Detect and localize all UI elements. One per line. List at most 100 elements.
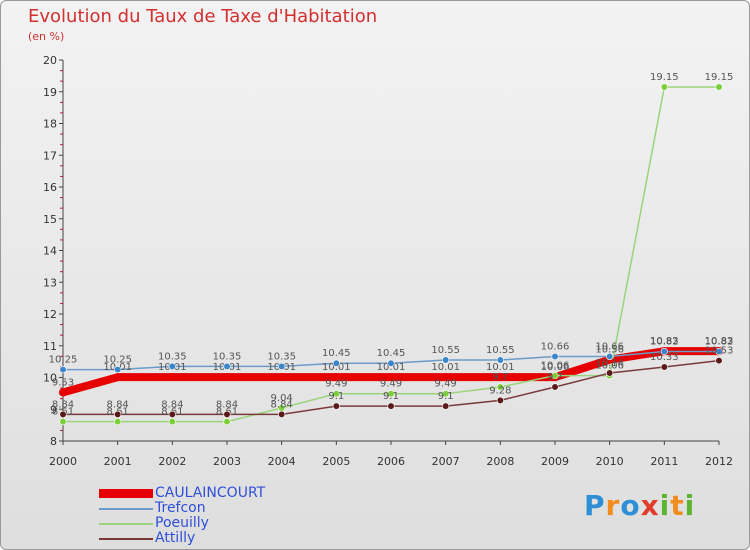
legend-item: Poeuilly [99,515,319,531]
data-point [715,357,723,365]
data-point [168,418,176,426]
data-point [332,359,340,367]
data-label: 10.25 [103,355,132,366]
x-tick-label: 2002 [158,455,186,468]
data-label: 10.45 [322,348,351,359]
x-tick-label: 2011 [650,455,678,468]
x-tick-label: 2009 [541,455,569,468]
y-axis-unit: (en %) [28,30,65,43]
data-point [278,410,286,418]
x-tick-label: 2007 [432,455,460,468]
data-label: 10.35 [213,351,242,362]
logo-letter: i [684,489,696,522]
legend-swatch [99,523,153,525]
data-label: 9.49 [435,379,457,390]
data-point [59,388,67,397]
data-point [278,362,286,370]
y-tick-label: 9 [50,403,57,416]
data-point [660,347,668,356]
chart-title: Evolution du Taux de Taxe d'Habitation [28,6,378,27]
legend-label: CAULAINCOURT [155,485,266,501]
data-label: 19.15 [705,72,734,83]
data-point [442,356,450,364]
data-label: 10.45 [377,348,406,359]
logo-letter: r [605,489,621,522]
data-point [442,390,450,398]
data-label: 9.04 [271,393,293,404]
data-point [114,410,122,418]
data-point [387,390,395,398]
proxiti-logo: Proxiti [584,489,695,522]
data-point [332,402,340,410]
data-label: 10.82 [650,336,679,347]
y-tick-label: 10 [43,372,57,385]
data-point [387,373,395,382]
data-label: 9.53 [52,377,74,388]
data-label: 10.01 [431,362,460,373]
data-label: 9.1 [383,391,399,402]
y-tick-label: 16 [43,181,57,194]
data-point [223,373,231,382]
data-point [551,352,559,361]
x-tick-label: 2003 [213,455,241,468]
logo-letter: o [620,489,641,522]
data-point [59,418,67,426]
legend-item: Trefcon [99,500,319,516]
y-tick-label: 17 [43,149,57,162]
legend-item: Attilly [99,530,319,546]
data-label: 10.01 [377,362,406,373]
data-label: 8.84 [271,399,293,410]
data-point [223,410,231,418]
data-label: 10.83 [705,336,734,347]
data-point [387,359,395,367]
data-label: 10.06 [595,361,624,372]
data-label: 19.15 [650,72,679,83]
y-tick-label: 15 [43,213,57,226]
data-point [660,363,668,371]
x-tick-label: 2005 [322,455,350,468]
data-label: 9.7 [492,372,508,383]
y-tick-label: 14 [43,245,57,258]
data-label: 9.1 [328,391,344,402]
data-label: 10.66 [541,342,570,353]
data-label: 10.01 [322,362,351,373]
data-label: 10.14 [595,358,624,369]
x-tick-label: 2012 [705,455,733,468]
data-point [715,347,723,356]
data-label: 10.82 [705,336,734,347]
x-tick-label: 2001 [104,455,132,468]
data-point [113,373,122,382]
x-tick-label: 2010 [596,455,624,468]
data-point [715,83,723,91]
legend-swatch [99,508,153,510]
data-label: 8.84 [161,399,183,410]
data-label: 10.55 [486,345,515,356]
data-label: 8.84 [107,399,129,410]
data-label: 9.49 [380,379,402,390]
data-label: 10.06 [541,361,570,372]
logo-letter: t [670,489,685,522]
data-point [387,402,395,410]
data-point [496,396,504,404]
data-point [223,418,231,426]
x-tick-label: 2008 [486,455,514,468]
data-point [223,362,231,370]
data-point [332,390,340,398]
x-tick-label: 2004 [268,455,296,468]
y-tick-label: 12 [43,308,57,321]
data-point [59,410,67,418]
legend-label: Trefcon [155,500,206,516]
logo-letter: i [659,489,671,522]
data-point [496,356,504,364]
data-label: 9.28 [489,385,511,396]
data-point [606,369,614,377]
data-label: 10.35 [158,351,187,362]
y-tick-label: 8 [50,435,57,448]
data-label: 10.55 [431,345,460,356]
data-label: 10.33 [650,352,679,363]
data-point [114,418,122,426]
legend-label: Poeuilly [155,515,209,531]
data-point [168,362,176,370]
